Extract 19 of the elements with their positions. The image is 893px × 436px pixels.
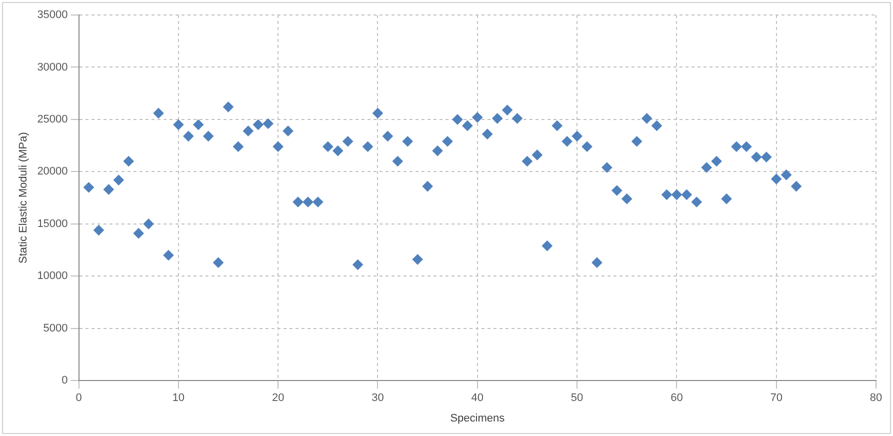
x-tick-label: 70: [770, 392, 782, 404]
y-tick-label: 35000: [37, 9, 68, 22]
x-tick-label: 30: [372, 392, 384, 404]
y-tick-label: 10000: [37, 270, 68, 282]
y-tick-label: 25000: [37, 113, 68, 126]
y-tick-label: 5000: [43, 322, 68, 334]
x-tick-label: 10: [172, 392, 185, 404]
y-tick-label: 20000: [37, 166, 68, 178]
x-tick-label: 80: [870, 392, 882, 404]
y-tick-label: 0: [62, 374, 68, 387]
y-tick-label: 15000: [37, 218, 68, 230]
x-axis-title: Specimens: [450, 412, 506, 424]
x-tick-label: 50: [570, 392, 584, 404]
x-tick-label: 20: [272, 392, 284, 404]
y-axis-title: Static Elastic Moduli (MPa): [18, 132, 30, 264]
x-tick-label: 0: [76, 392, 82, 404]
x-tick-label: 40: [471, 392, 484, 404]
y-tick-label: 30000: [37, 61, 68, 74]
x-tick-label: 60: [670, 392, 683, 404]
